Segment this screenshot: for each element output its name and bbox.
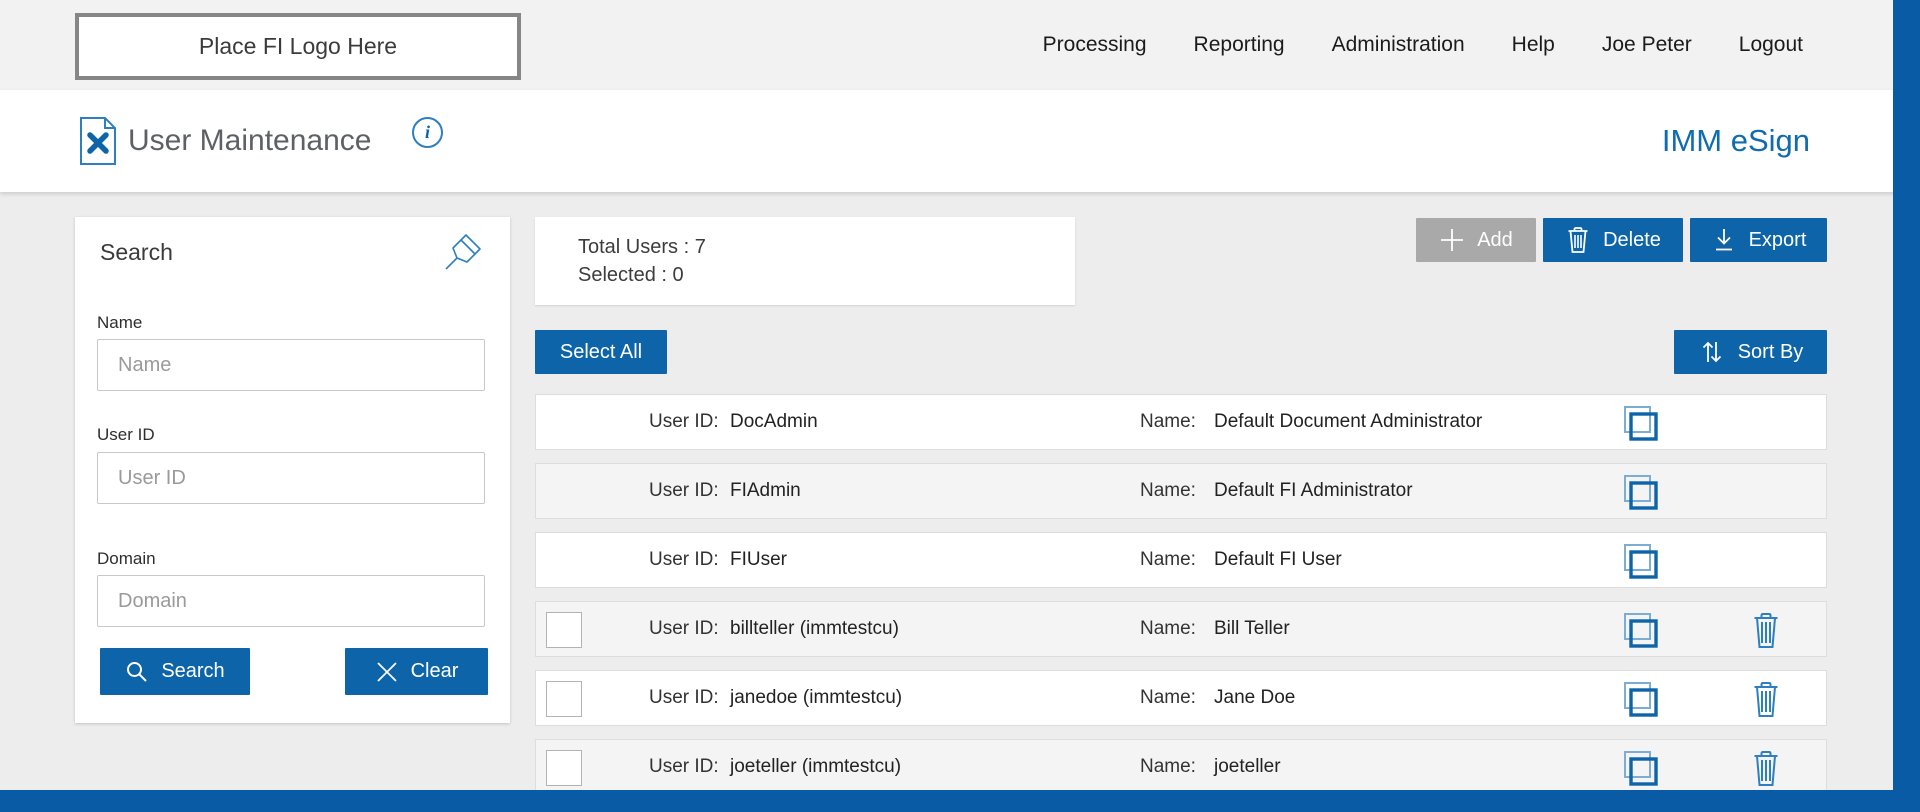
vertical-scrollbar[interactable] <box>1893 0 1920 812</box>
user-row: User ID: DocAdmin Name: Default Document… <box>535 394 1827 450</box>
row-trash-icon[interactable] <box>1748 610 1784 650</box>
export-button[interactable]: Export <box>1690 218 1827 262</box>
footer-bar <box>0 790 1920 812</box>
user-id-value: joeteller (immtestcu) <box>730 756 902 777</box>
nav-item-processing[interactable]: Processing <box>1042 33 1147 56</box>
total-users-label: Total Users : <box>578 236 690 258</box>
copy-icon[interactable] <box>1620 472 1660 512</box>
name-label: Name: <box>1140 618 1196 639</box>
main-nav: Processing Reporting Administration Help Joe… <box>1043 0 1803 90</box>
export-button-label: Export <box>1748 228 1807 251</box>
user-row: User ID: janedoe (immtestcu) Name: Jane … <box>535 670 1827 726</box>
name-label: Name: <box>1140 411 1196 432</box>
row-trash-icon[interactable] <box>1748 748 1784 788</box>
user-row: User ID: FIAdmin Name: Default FI Admini… <box>535 463 1827 519</box>
sort-by-button[interactable]: Sort By <box>1674 330 1827 374</box>
user-id-value: DocAdmin <box>730 411 818 432</box>
search-button-label: Search <box>161 660 225 682</box>
summary-card: Total Users : 7 Selected : 0 <box>535 217 1075 305</box>
row-checkbox[interactable] <box>546 750 582 786</box>
row-trash-icon[interactable] <box>1748 679 1784 719</box>
user-id-label: User ID: <box>649 618 719 639</box>
delete-button-label: Delete <box>1603 228 1661 251</box>
user-id-label: User ID: <box>649 756 719 777</box>
nav-item-help[interactable]: Help <box>1511 33 1555 56</box>
user-id-field-label: User ID <box>97 425 155 444</box>
name-value: Default FI User <box>1214 549 1342 570</box>
sort-arrows-icon <box>1702 341 1721 363</box>
name-value: Default FI Administrator <box>1214 480 1413 501</box>
name-label: Name: <box>1140 687 1196 708</box>
name-field-label: Name <box>97 313 143 332</box>
page-title: User Maintenance <box>128 124 372 157</box>
nav-item-logout[interactable]: Logout <box>1738 33 1803 56</box>
action-buttons: Add Delete Export <box>1416 218 1827 262</box>
user-id-value: billteller (immtestcu) <box>730 618 899 639</box>
search-icon <box>127 661 148 682</box>
add-button-label: Add <box>1477 228 1513 251</box>
copy-icon[interactable] <box>1620 541 1660 581</box>
name-value: Jane Doe <box>1214 687 1296 708</box>
user-id-value: janedoe (immtestcu) <box>730 687 903 708</box>
clear-x-icon <box>376 661 397 682</box>
name-label: Name: <box>1140 480 1196 501</box>
fi-logo-placeholder: Place FI Logo Here <box>75 13 521 80</box>
nav-item-administration[interactable]: Administration <box>1331 33 1465 56</box>
topbar: Place FI Logo Here Processing Reporting Ad… <box>0 0 1920 90</box>
user-id-input[interactable] <box>97 452 485 504</box>
total-users-value: 7 <box>694 236 706 258</box>
name-value: Default Document Administrator <box>1214 411 1483 432</box>
selected-line: Selected : 0 <box>578 261 1075 289</box>
user-list: User ID: DocAdmin Name: Default Document… <box>535 394 1827 808</box>
trash-icon <box>1568 227 1588 253</box>
user-id-label: User ID: <box>649 687 719 708</box>
user-id-value: FIUser <box>730 549 787 570</box>
copy-icon[interactable] <box>1620 610 1660 650</box>
name-value: joeteller <box>1214 756 1281 777</box>
total-users-line: Total Users : 7 <box>578 233 1075 261</box>
row-checkbox[interactable] <box>546 681 582 717</box>
copy-icon[interactable] <box>1620 403 1660 443</box>
row-checkbox[interactable] <box>546 612 582 648</box>
user-id-value: FIAdmin <box>730 480 801 501</box>
copy-icon[interactable] <box>1620 679 1660 719</box>
search-panel: Search Name User ID Domain Search Clear <box>75 217 510 723</box>
copy-icon[interactable] <box>1620 748 1660 788</box>
download-icon <box>1715 229 1732 251</box>
fi-logo-text: Place FI Logo Here <box>198 33 398 59</box>
select-all-button[interactable]: Select All <box>535 330 667 374</box>
user-id-label: User ID: <box>649 549 719 570</box>
selected-label: Selected : <box>578 264 667 286</box>
name-input[interactable] <box>97 339 485 391</box>
selected-value: 0 <box>672 264 684 286</box>
info-icon[interactable]: i <box>412 117 443 148</box>
user-maintenance-page-icon <box>80 117 116 165</box>
user-row: User ID: billteller (immtestcu) Name: Bi… <box>535 601 1827 657</box>
search-panel-title: Search <box>100 239 173 265</box>
domain-input[interactable] <box>97 575 485 627</box>
delete-button[interactable]: Delete <box>1543 218 1683 262</box>
nav-item-joe-peter[interactable]: Joe Peter <box>1601 33 1692 56</box>
user-id-label: User ID: <box>649 480 719 501</box>
name-label: Name: <box>1140 549 1196 570</box>
search-button[interactable]: Search <box>100 648 250 695</box>
page-header: User Maintenance i IMM eSign <box>0 90 1920 192</box>
name-label: Name: <box>1140 756 1196 777</box>
nav-item-reporting[interactable]: Reporting <box>1193 33 1285 56</box>
clear-button-label: Clear <box>410 660 459 682</box>
user-id-label: User ID: <box>649 411 719 432</box>
clear-button[interactable]: Clear <box>345 648 488 695</box>
name-value: Bill Teller <box>1214 618 1290 639</box>
domain-field-label: Domain <box>97 549 156 568</box>
brand-imm-esign: IMM eSign <box>1661 123 1810 158</box>
user-row: User ID: joeteller (immtestcu) Name: joe… <box>535 739 1827 795</box>
user-row: User ID: FIUser Name: Default FI User <box>535 532 1827 588</box>
pin-icon[interactable] <box>440 229 486 275</box>
plus-icon <box>1441 229 1464 251</box>
sort-by-label: Sort By <box>1737 340 1804 363</box>
select-all-label: Select All <box>559 340 643 363</box>
add-button[interactable]: Add <box>1416 218 1536 262</box>
